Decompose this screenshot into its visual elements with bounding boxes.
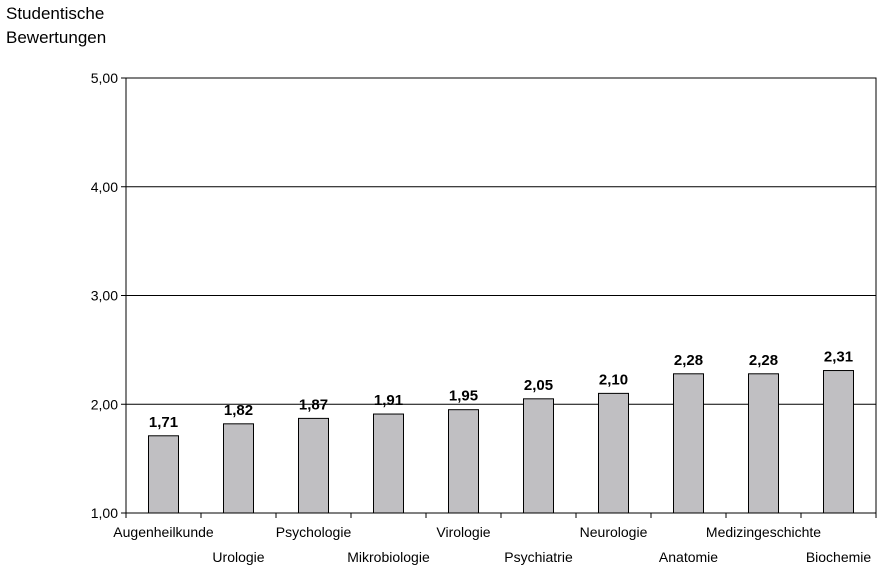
y-tick-label: 3,00 (91, 288, 118, 304)
bar-value-label: 1,95 (449, 388, 478, 405)
bar (148, 435, 179, 514)
bar (673, 373, 704, 514)
bar (373, 413, 404, 514)
bar-value-label: 1,71 (149, 414, 178, 431)
category-label: Anatomie (659, 549, 718, 565)
bar-value-label: 2,28 (749, 352, 778, 369)
y-tick-label: 4,00 (91, 179, 118, 195)
category-label: Psychologie (276, 524, 352, 540)
category-label: Urologie (212, 549, 264, 565)
category-label: Medizingeschichte (706, 524, 821, 540)
bar-value-label: 2,05 (524, 377, 553, 394)
y-tick-labels: 1,00 2,00 3,00 4,00 5,00 (91, 70, 118, 521)
bar (448, 409, 479, 514)
bar-value-label: 1,82 (224, 402, 253, 419)
y-axis-label-line-1: Studentische (6, 4, 105, 23)
value-labels: 1,71 1,82 1,87 1,91 1,95 2,05 2,10 2,28 2,28 2,31 (149, 349, 853, 431)
category-label: Biochemie (806, 549, 872, 565)
bar (223, 423, 254, 514)
bar (748, 373, 779, 514)
y-axis-label-line-2: Bewertungen (6, 28, 107, 47)
bars (148, 370, 854, 514)
bar-value-label: 2,28 (674, 352, 703, 369)
category-label: Neurologie (580, 524, 648, 540)
y-tick-label: 5,00 (91, 70, 118, 86)
category-label: Virologie (436, 524, 490, 540)
y-tick-label: 2,00 (91, 396, 118, 412)
bar (598, 392, 629, 514)
bar (823, 370, 854, 514)
category-label: Mikrobiologie (347, 549, 430, 565)
bar-value-label: 1,91 (374, 392, 403, 409)
category-labels: Augenheilkunde Urologie Psychologie Mikrobi… (113, 524, 871, 565)
axes (121, 77, 877, 518)
category-label: Augenheilkunde (113, 524, 214, 540)
category-label: Psychiatrie (504, 549, 573, 565)
bar-value-label: 2,10 (599, 371, 628, 388)
bar (298, 417, 329, 514)
bar (523, 398, 554, 514)
y-axis-label: Studentische Bewertungen (6, 2, 106, 50)
y-tick-label: 1,00 (91, 505, 118, 521)
bar-value-label: 1,87 (299, 396, 328, 413)
bar-value-label: 2,31 (824, 349, 853, 366)
